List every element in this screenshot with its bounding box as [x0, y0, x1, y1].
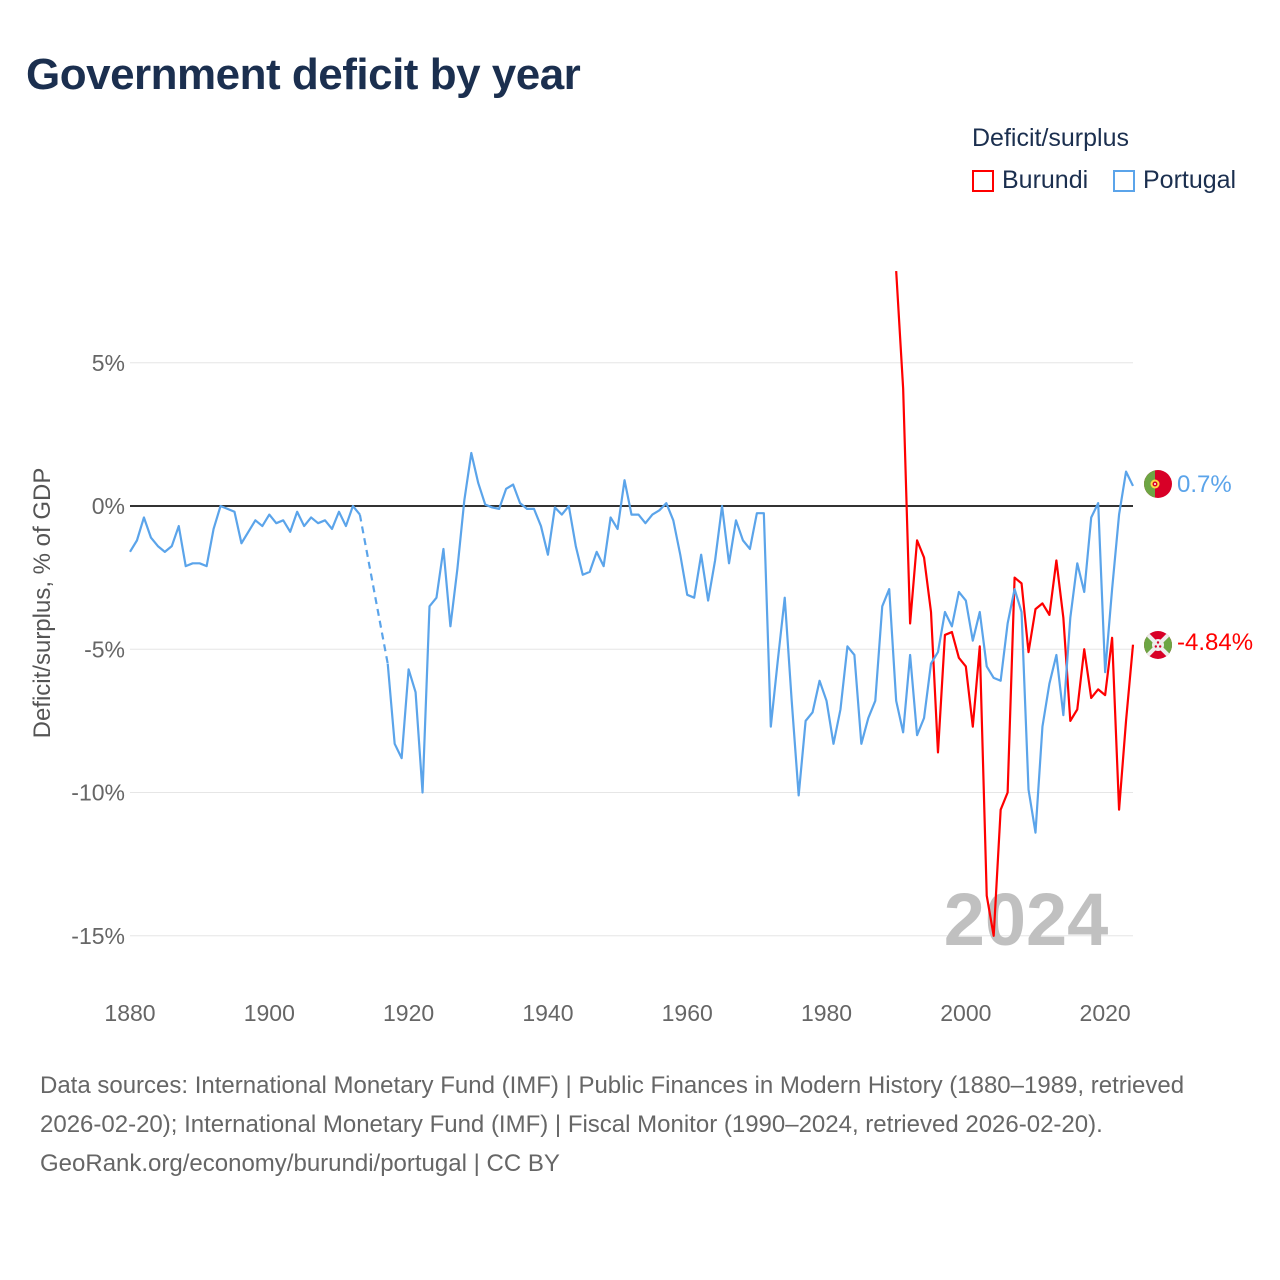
chart-title: Government deficit by year: [26, 50, 581, 99]
x-tick-label: 1920: [383, 1000, 434, 1026]
legend-label-portugal: Portugal: [1143, 166, 1237, 194]
legend-title: Deficit/surplus: [972, 124, 1129, 152]
footer: Data sources: International Monetary Fun…: [40, 1066, 1240, 1183]
burundi-end-label: -4.84%: [1177, 629, 1253, 656]
line-chart: 2024 5% 0% -5% -10% -15% 1880 1900 1920 1940 196…: [29, 271, 1253, 1026]
legend-swatch-portugal: [1113, 169, 1135, 192]
x-tick-label: 2000: [940, 1000, 991, 1026]
legend-swatch-burundi: [972, 169, 994, 192]
y-axis-ticks: 5% 0% -5% -10% -15%: [71, 350, 125, 949]
x-tick-label: 1960: [662, 1000, 713, 1026]
series-lines: [129, 271, 1135, 937]
x-tick-label: 1980: [801, 1000, 852, 1026]
y-tick-label: 5%: [92, 350, 125, 376]
y-tick-label: -5%: [84, 636, 125, 662]
x-tick-label: 1880: [104, 1000, 155, 1026]
credit-link[interactable]: GeoRank.org/economy/burundi/portugal | C…: [40, 1150, 560, 1177]
data-sources: Data sources: International Monetary Fun…: [40, 1072, 1185, 1138]
burundi-series-line: [895, 271, 1135, 937]
portugal-series-line: [129, 504, 361, 568]
portugal-series-line: [386, 451, 1134, 834]
y-tick-label: 0%: [92, 493, 125, 519]
x-tick-label: 2020: [1080, 1000, 1131, 1026]
y-tick-label: -10%: [71, 780, 125, 806]
x-tick-label: 1940: [522, 1000, 573, 1026]
x-axis-ticks: 1880 1900 1920 1940 1960 1980 2000 2020: [104, 1000, 1130, 1026]
x-tick-label: 1900: [244, 1000, 295, 1026]
gridlines: [130, 362, 1133, 937]
legend-item-portugal[interactable]: Portugal: [1113, 166, 1236, 195]
y-axis-label: Deficit/surplus, % of GDP: [29, 468, 56, 739]
portugal-flag-icon: [1144, 470, 1172, 498]
portugal-end-label: 0.7%: [1177, 471, 1232, 498]
y-tick-label: -15%: [71, 923, 125, 949]
legend-item-burundi[interactable]: Burundi: [972, 166, 1088, 195]
legend-label-burundi: Burundi: [1002, 166, 1089, 194]
year-watermark: 2024: [944, 878, 1109, 961]
portugal-gap-line: [358, 514, 389, 664]
burundi-flag-icon: [1144, 631, 1172, 659]
